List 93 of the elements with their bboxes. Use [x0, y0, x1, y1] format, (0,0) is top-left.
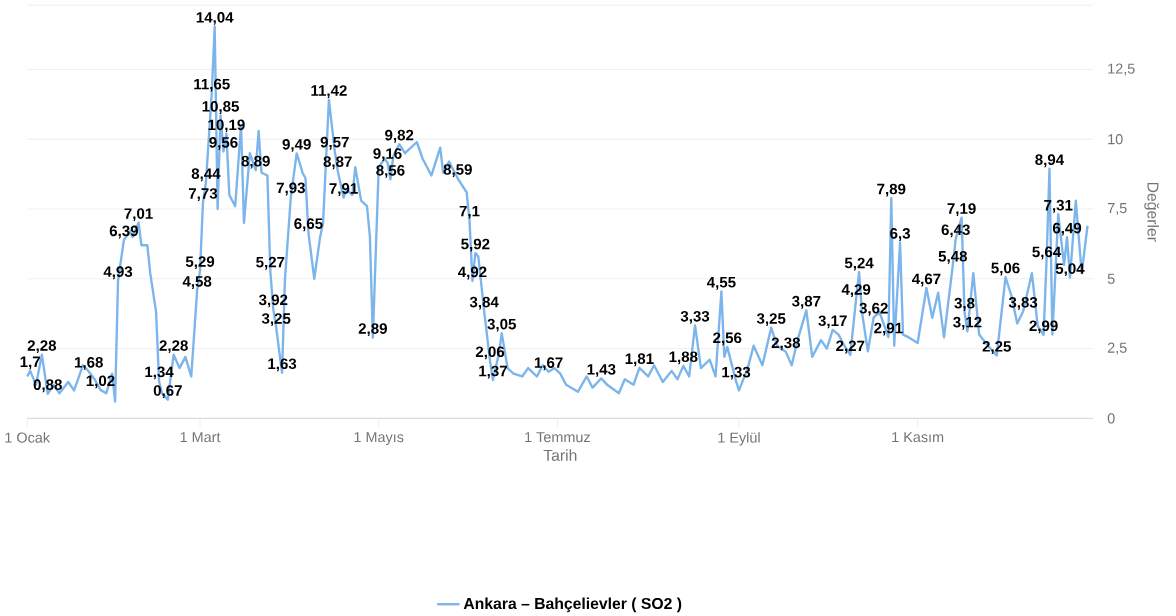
data-label: 8,59 [443, 164, 472, 177]
x-tick-label: 1 Temmuz [525, 432, 590, 443]
data-label: 7,73 [188, 188, 218, 201]
data-label: 2,56 [713, 332, 742, 346]
data-label: 1,37 [479, 365, 507, 379]
data-label: 4,29 [841, 284, 871, 297]
x-axis-title: Tarih [543, 449, 577, 461]
data-label: 7,31 [1044, 199, 1073, 213]
data-label: 4,93 [103, 266, 133, 280]
data-label: 2,25 [982, 341, 1011, 354]
data-label: 11,42 [311, 85, 347, 98]
data-label: 2,28 [159, 340, 188, 354]
data-label: 1,88 [669, 351, 698, 365]
data-label: 5,92 [461, 238, 490, 252]
data-label: 9,56 [209, 136, 238, 150]
legend-label: Ankara – Bahçelievler ( SO2 ) [463, 597, 682, 613]
data-label: 0,67 [153, 385, 182, 398]
y-tick-label: 2,5 [1107, 342, 1127, 355]
data-label: 1,43 [587, 363, 616, 377]
data-label: 1,63 [268, 358, 297, 372]
y-tick-label: 12,5 [1108, 63, 1135, 76]
data-label: 3,84 [469, 296, 499, 310]
data-label: 2,27 [836, 340, 865, 354]
data-label: 9,82 [385, 129, 414, 143]
data-label: 3,17 [818, 315, 847, 329]
data-label: 8,94 [1035, 154, 1065, 168]
data-label: 3,12 [953, 316, 982, 330]
data-label: 1,02 [86, 375, 115, 389]
data-label: 7,19 [947, 203, 976, 216]
data-label: 7,1 [459, 205, 480, 219]
x-tick-label: 1 Ocak [5, 432, 51, 443]
data-label: 6,39 [109, 225, 138, 239]
data-label: 2,28 [27, 340, 57, 354]
y-axis-title: Değerler [1144, 182, 1160, 242]
data-label: 3,05 [487, 318, 516, 332]
data-label: 7,91 [329, 183, 358, 196]
y-tick-label: 0 [1107, 413, 1115, 424]
data-label: 0,88 [33, 379, 62, 393]
data-label: 4,92 [457, 266, 487, 280]
data-label: 7,01 [124, 208, 153, 222]
data-label: 3,92 [258, 294, 288, 308]
data-label: 2,06 [475, 346, 505, 360]
data-label: 6,43 [941, 224, 970, 238]
x-tick-label: 1 Mayıs [354, 432, 404, 445]
data-label: 1,81 [625, 353, 654, 367]
data-label: 5,24 [844, 257, 874, 271]
data-label: 9,16 [373, 148, 402, 162]
data-label: 6,3 [890, 227, 910, 241]
data-label: 1,68 [75, 356, 103, 370]
data-label: 9,49 [282, 138, 311, 152]
data-label: 2,89 [358, 323, 387, 337]
y-tick-label: 7,5 [1107, 203, 1127, 215]
data-label: 1,7 [20, 356, 40, 370]
data-label: 3,83 [1008, 296, 1038, 310]
data-label: 3,62 [859, 302, 888, 316]
data-label: 2,38 [771, 337, 801, 351]
data-label: 4,58 [182, 275, 212, 289]
y-tick-label: 5 [1107, 273, 1115, 284]
data-label: 3,87 [792, 295, 821, 309]
data-label: 4,67 [911, 273, 941, 287]
data-label: 5,04 [1055, 263, 1085, 277]
data-label: 8,56 [376, 164, 405, 178]
data-label: 1,67 [534, 357, 563, 371]
data-label: 14,04 [196, 11, 234, 25]
data-label: 10,19 [208, 119, 245, 133]
data-label: 9,57 [320, 136, 349, 150]
data-label: 7,89 [877, 183, 906, 197]
data-label: 6,65 [294, 218, 323, 232]
data-label: 11,65 [194, 78, 230, 92]
data-label: 3,8 [954, 297, 975, 311]
x-tick-label: 1 Eylül [718, 432, 760, 446]
x-tick-label: 1 Mart [180, 432, 221, 443]
data-label: 5,06 [991, 262, 1020, 276]
data-label: 3,33 [680, 310, 710, 324]
data-label: 3,25 [756, 313, 786, 326]
data-label: 2,99 [1029, 320, 1058, 334]
data-label: 5,48 [938, 250, 967, 264]
data-label: 2,91 [874, 322, 903, 336]
data-label: 10,85 [202, 100, 239, 114]
data-label: 7,93 [276, 182, 305, 196]
y-tick-label: 10 [1108, 134, 1123, 145]
data-label: 3,25 [261, 313, 291, 326]
data-label: 5,29 [185, 256, 215, 270]
data-label: 4,55 [706, 276, 736, 290]
data-label: 8,89 [241, 155, 270, 169]
data-label: 1,34 [145, 366, 174, 380]
x-tick-label: 1 Kasım [892, 432, 944, 443]
data-label: 8,44 [191, 168, 221, 182]
data-label: 5,64 [1032, 246, 1062, 260]
data-label: 1,33 [722, 366, 751, 380]
data-label: 5,27 [256, 256, 285, 270]
data-label: 6,49 [1052, 222, 1082, 236]
data-label: 8,87 [323, 156, 352, 170]
